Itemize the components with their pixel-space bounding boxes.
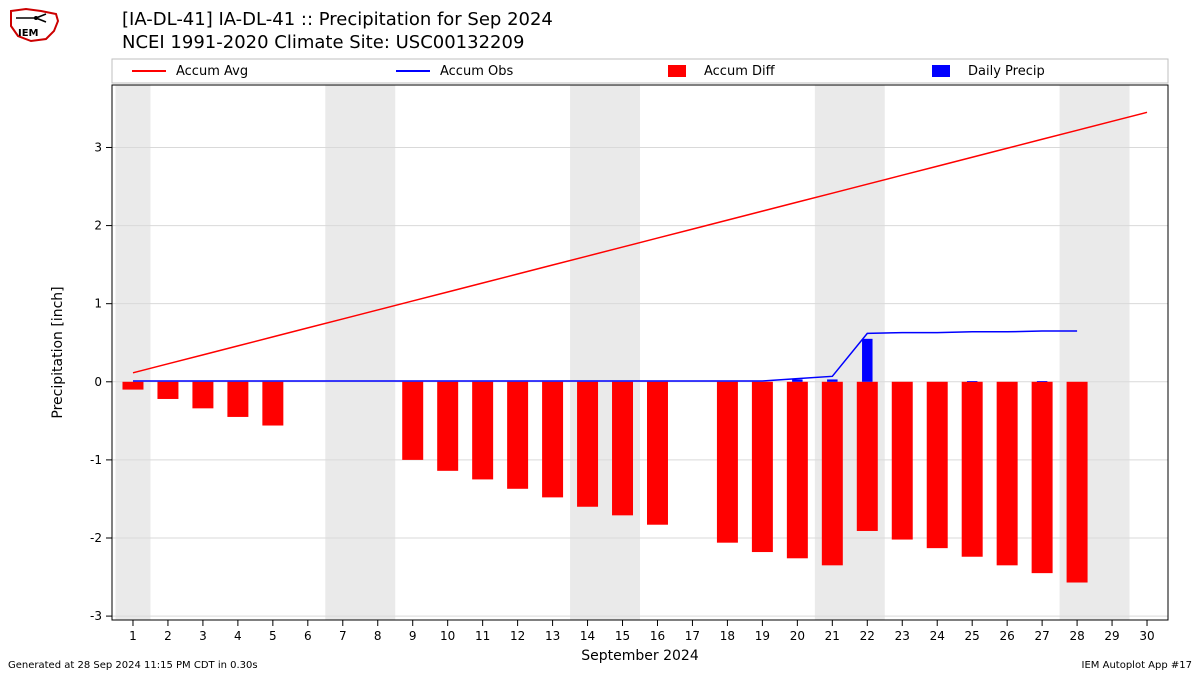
title-line-1: [IA-DL-41] IA-DL-41 :: Precipitation for… <box>122 9 553 30</box>
svg-text:25: 25 <box>965 629 980 643</box>
svg-text:27: 27 <box>1034 629 1049 643</box>
svg-text:September 2024: September 2024 <box>581 648 699 664</box>
svg-text:24: 24 <box>930 629 945 643</box>
footer-app: IEM Autoplot App #17 <box>1082 660 1192 671</box>
footer-generated: Generated at 28 Sep 2024 11:15 PM CDT in… <box>8 660 258 671</box>
svg-text:6: 6 <box>304 629 312 643</box>
svg-text:29: 29 <box>1104 629 1119 643</box>
svg-text:19: 19 <box>755 629 770 643</box>
svg-text:3: 3 <box>199 629 207 643</box>
svg-text:3: 3 <box>94 140 102 154</box>
svg-text:30: 30 <box>1139 629 1154 643</box>
svg-text:1: 1 <box>129 629 137 643</box>
svg-text:20: 20 <box>790 629 805 643</box>
svg-text:Daily Precip: Daily Precip <box>968 64 1045 79</box>
svg-text:Accum Diff: Accum Diff <box>704 64 776 79</box>
svg-text:IEM: IEM <box>18 28 39 39</box>
svg-text:11: 11 <box>475 629 490 643</box>
svg-text:1: 1 <box>94 297 102 311</box>
iem-logo: IEM <box>6 6 61 44</box>
chart-title: [IA-DL-41] IA-DL-41 :: Precipitation for… <box>122 8 553 55</box>
title-line-2: NCEI 1991-2020 Climate Site: USC00132209 <box>122 32 524 53</box>
svg-text:2: 2 <box>94 219 102 233</box>
svg-text:18: 18 <box>720 629 735 643</box>
svg-text:14: 14 <box>580 629 595 643</box>
svg-text:4: 4 <box>234 629 242 643</box>
svg-text:21: 21 <box>825 629 840 643</box>
svg-text:17: 17 <box>685 629 700 643</box>
svg-text:Accum Avg: Accum Avg <box>176 64 248 79</box>
svg-text:22: 22 <box>860 629 875 643</box>
svg-text:-3: -3 <box>90 609 102 623</box>
svg-text:2: 2 <box>164 629 172 643</box>
svg-text:28: 28 <box>1069 629 1084 643</box>
svg-text:23: 23 <box>895 629 910 643</box>
svg-text:12: 12 <box>510 629 525 643</box>
svg-text:8: 8 <box>374 629 382 643</box>
svg-text:13: 13 <box>545 629 560 643</box>
svg-text:5: 5 <box>269 629 277 643</box>
svg-text:10: 10 <box>440 629 455 643</box>
svg-text:Precipitation [inch]: Precipitation [inch] <box>50 286 66 418</box>
precipitation-chart: -3-2-10123123456789101112131415161718192… <box>0 0 1200 675</box>
svg-text:-2: -2 <box>90 531 102 545</box>
svg-text:15: 15 <box>615 629 630 643</box>
svg-text:26: 26 <box>1000 629 1015 643</box>
svg-text:7: 7 <box>339 629 347 643</box>
svg-text:16: 16 <box>650 629 665 643</box>
svg-text:9: 9 <box>409 629 417 643</box>
svg-text:0: 0 <box>94 375 102 389</box>
svg-text:-1: -1 <box>90 453 102 467</box>
svg-text:Accum Obs: Accum Obs <box>440 64 513 79</box>
